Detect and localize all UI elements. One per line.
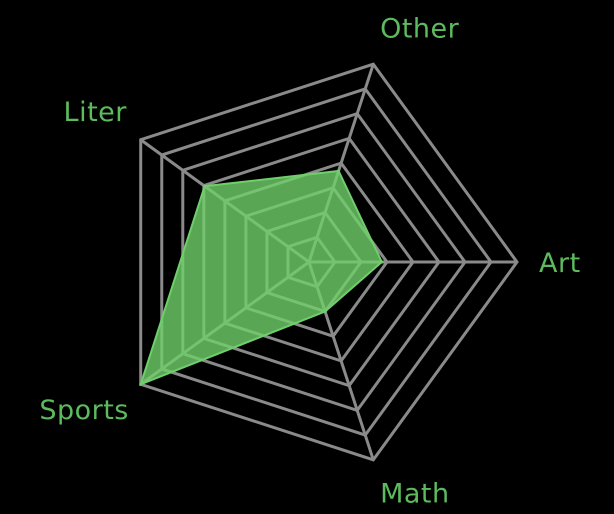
data-point-art xyxy=(380,261,383,264)
axis-label-other: Other xyxy=(380,13,460,44)
axis-label-liter: Liter xyxy=(64,97,128,128)
axis-label-sports: Sports xyxy=(39,395,129,426)
axis-label-art: Art xyxy=(539,248,581,279)
axis-label-math: Math xyxy=(380,479,450,510)
data-point-sports xyxy=(139,383,142,386)
data-point-math xyxy=(324,310,327,313)
data-point-liter xyxy=(203,185,206,188)
data-point-other xyxy=(337,170,340,173)
